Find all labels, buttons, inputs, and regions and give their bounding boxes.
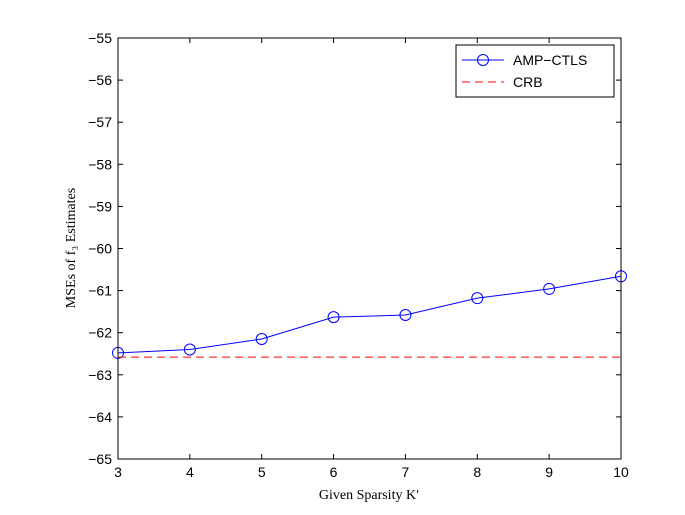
x-tick-label: 8 bbox=[473, 464, 481, 480]
series-point bbox=[471, 292, 484, 305]
legend-marker-amp-ctls bbox=[477, 54, 489, 66]
series-point bbox=[255, 333, 268, 346]
y-tick-label: −58 bbox=[88, 156, 112, 172]
y-tick-label: −64 bbox=[88, 409, 112, 425]
y-axis-label: MSEs of f₃ Estimates bbox=[64, 188, 79, 308]
x-axis-label: Given Sparsity K′ bbox=[319, 488, 419, 503]
y-tick-label: −56 bbox=[88, 72, 112, 88]
plot-area bbox=[118, 38, 621, 459]
legend-label-amp-ctls: AMP−CTLS bbox=[513, 52, 587, 68]
series-point bbox=[327, 311, 340, 324]
y-tick-label: −55 bbox=[88, 30, 112, 46]
x-tick-label: 3 bbox=[114, 464, 122, 480]
y-tick-label: −60 bbox=[88, 241, 112, 257]
x-tick-label: 9 bbox=[545, 464, 553, 480]
x-tick-label: 10 bbox=[613, 464, 629, 480]
x-tick-label: 7 bbox=[402, 464, 410, 480]
x-tick-label: 6 bbox=[330, 464, 338, 480]
y-tick-label: −62 bbox=[88, 325, 112, 341]
y-tick-label: −61 bbox=[88, 283, 112, 299]
x-tick-label: 5 bbox=[258, 464, 266, 480]
x-tick-label: 4 bbox=[186, 464, 194, 480]
y-tick-label: −65 bbox=[88, 451, 112, 467]
y-axis-ticks: −55 −56 −57 −58 −59 −60 −61 −62 −63 −64 −65 bbox=[88, 30, 621, 467]
series-point bbox=[399, 309, 412, 322]
x-axis-ticks: 3 4 5 6 7 8 9 10 bbox=[114, 38, 629, 480]
legend: AMP−CTLS CRB bbox=[455, 44, 615, 98]
series-point bbox=[183, 343, 196, 356]
series-point bbox=[543, 282, 556, 295]
series-line-0 bbox=[117, 275, 622, 354]
legend-box bbox=[455, 44, 615, 98]
y-tick-label: −57 bbox=[88, 114, 112, 130]
y-tick-label: −59 bbox=[88, 198, 112, 214]
y-tick-label: −63 bbox=[88, 367, 112, 383]
legend-label-crb: CRB bbox=[513, 74, 543, 90]
